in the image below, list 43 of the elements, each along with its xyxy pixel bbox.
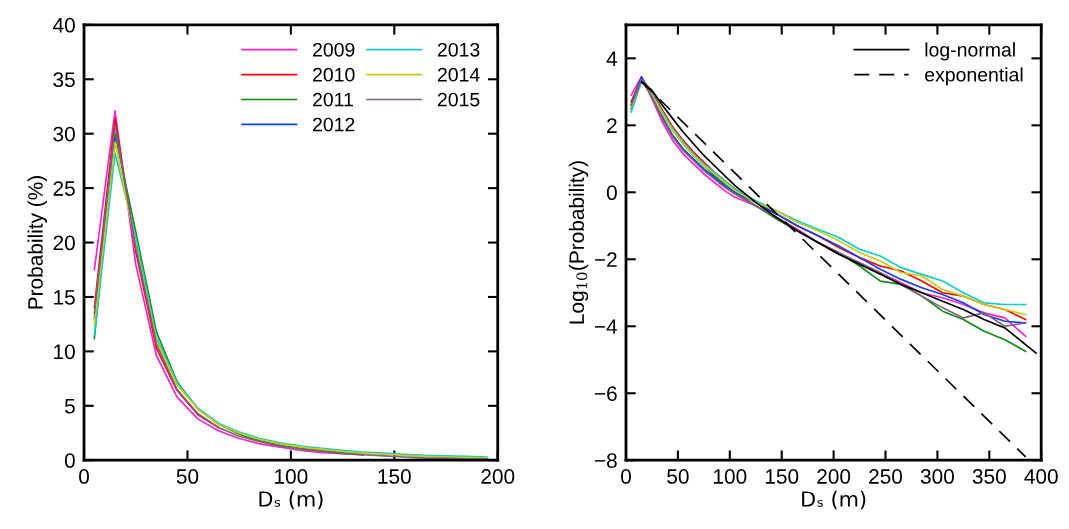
x-tick-label: 100 (714, 469, 747, 484)
legend-label: 2011 (313, 92, 353, 107)
legend-label: 2009 (313, 42, 355, 57)
legend-label: 2010 (313, 67, 355, 82)
x-tick-label: 50 (667, 469, 689, 484)
y-axis-title: Probability (%) (27, 176, 47, 309)
x-tick-label: 0 (79, 469, 89, 484)
y-tick-label: 15 (54, 290, 75, 305)
y-tick-label: 40 (53, 17, 75, 33)
x-tick-label: 150 (765, 469, 799, 484)
y-tick-label: 10 (54, 344, 75, 360)
y-tick-label: 25 (53, 181, 75, 196)
x-tick-label: 100 (275, 469, 308, 484)
y-tick-label: 35 (53, 72, 75, 88)
y-tick-label: 5 (64, 399, 75, 414)
legend-label: 2013 (437, 42, 480, 57)
legend-label: log-normal (925, 42, 1015, 61)
x-tick-label: 200 (481, 469, 515, 484)
y-tick-label: −2 (594, 252, 617, 267)
legend-label: 2012 (313, 117, 355, 132)
y-tick-label: −6 (594, 386, 617, 401)
x-axis-title: Dₛ (m) (802, 490, 866, 510)
y-tick-label: 20 (53, 235, 75, 251)
x-tick-label: 150 (378, 469, 411, 484)
x-tick-label: 50 (176, 469, 199, 484)
x-tick-label: 250 (869, 469, 903, 484)
legend-label: 2015 (437, 92, 480, 107)
y-tick-label: −8 (594, 453, 617, 468)
legend-label: 2014 (437, 67, 480, 82)
y-tick-label: −4 (594, 319, 618, 334)
y-tick-label: 2 (607, 118, 617, 133)
legend-label: exponential (925, 67, 1023, 86)
y-tick-label: 4 (606, 51, 618, 66)
x-axis-title: Dₛ (m) (259, 490, 323, 510)
x-tick-label: 0 (621, 469, 631, 484)
y-tick-label: 0 (606, 185, 617, 201)
y-axis-title: Log$_{10}$(Probability) (568, 161, 589, 324)
y-tick-label: 0 (64, 453, 75, 468)
x-tick-label: 300 (920, 469, 954, 484)
y-tick-label: 30 (53, 126, 75, 142)
x-tick-label: 400 (1024, 469, 1058, 484)
x-tick-label: 350 (972, 469, 1006, 484)
x-tick-label: 200 (817, 469, 851, 484)
